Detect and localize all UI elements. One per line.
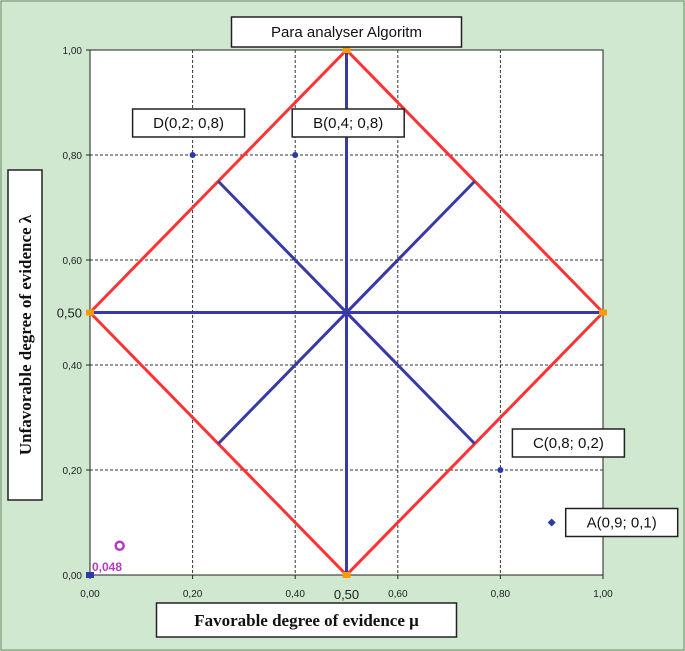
y-tick-label-2: 0,40 — [63, 361, 83, 372]
vertex-marker-1 — [342, 47, 351, 53]
x-tick-label-0: 0,00 — [80, 589, 100, 600]
vertex-marker-2 — [599, 309, 607, 316]
point-callout-box-1 — [291, 108, 405, 138]
extra-marker-label: 0,048 — [92, 560, 122, 574]
chart-title-box — [230, 16, 463, 48]
point-1 — [292, 152, 299, 158]
y-tick-label-mid: 0,50 — [57, 306, 82, 321]
extra-marker — [114, 540, 125, 551]
y-tick-label-4: 0,80 — [63, 151, 83, 162]
point-callout-box-2 — [511, 428, 626, 458]
series-line-4 — [217, 180, 476, 445]
point-callout-box-3 — [131, 108, 246, 138]
vertex-marker-0 — [86, 309, 94, 316]
y-axis-label: Unfavorable degree of evidence λ — [16, 214, 35, 455]
y-tick-label-3: 0,60 — [63, 256, 83, 267]
y-axis-label-box — [7, 169, 43, 501]
point-callout-label-1: B(0,4; 0,8) — [313, 115, 383, 132]
point-3 — [189, 152, 196, 158]
point-callout-label-0: A(0,9; 0,1) — [587, 515, 657, 532]
y-tick-label-1: 0,20 — [63, 466, 83, 477]
x-tick-label-3: 0,60 — [388, 589, 408, 600]
y-tick-label-5: 1,00 — [63, 46, 83, 57]
x-axis-label-box — [155, 602, 458, 638]
x-tick-label-2: 0,40 — [285, 589, 305, 600]
origin-marker — [86, 572, 94, 578]
point-callout-box-0 — [564, 507, 679, 538]
chart-title: Para analyser Algoritm — [271, 24, 422, 41]
point-2 — [497, 467, 504, 473]
point-callout-label-3: D(0,2; 0,8) — [153, 115, 224, 132]
x-tick-label-4: 0,80 — [491, 589, 511, 600]
vertex-marker-3 — [342, 572, 351, 578]
x-axis-label: Favorable degree of evidence μ — [194, 611, 419, 630]
point-0 — [547, 518, 556, 527]
x-tick-label-mid: 0,50 — [334, 587, 359, 602]
x-tick-label-1: 0,20 — [183, 589, 203, 600]
point-callout-label-2: C(0,8; 0,2) — [533, 435, 604, 452]
y-tick-label-0: 0,00 — [63, 571, 83, 582]
x-tick-label-5: 1,00 — [593, 589, 613, 600]
